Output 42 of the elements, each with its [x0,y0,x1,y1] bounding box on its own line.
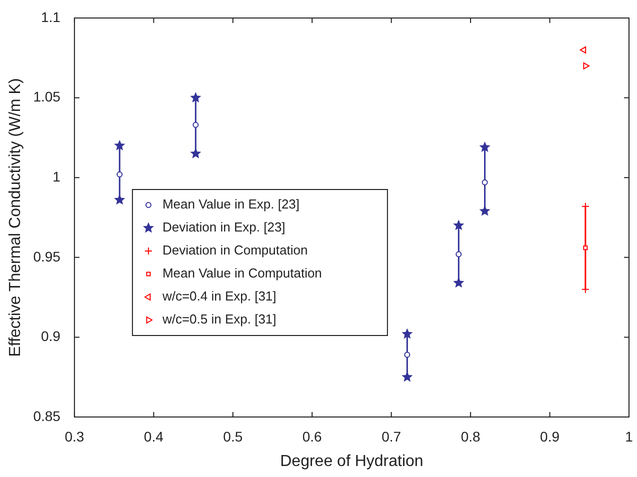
point [404,352,410,358]
point [402,329,412,338]
point [482,179,488,186]
y-axis-title: Effective Thermal Conductivity (W/m K) [7,78,24,357]
point [190,148,200,158]
x-tick-label: 1 [625,428,634,444]
legend-label: Mean Value in Exp. [23] [162,196,300,212]
y-tick-label: 0.85 [33,408,61,424]
point [114,194,124,204]
y-tick-label: 1.05 [33,88,61,105]
legend-label: Deviation in Computation [162,242,308,258]
x-tick-label: 0.3 [64,428,84,444]
x-tick-label: 0.8 [460,428,480,444]
x-tick-label: 0.9 [540,428,560,444]
point [581,285,590,294]
point [192,122,199,128]
x-tick-label: 0.4 [144,428,164,444]
point [583,246,588,250]
point [480,206,490,216]
point [583,62,590,70]
legend-label: Mean Value in Computation [162,266,322,281]
point [454,220,464,230]
y-tick-label: 1.1 [40,8,61,25]
x-tick-label: 0.5 [223,428,243,444]
y-tick-label: 0.9 [40,328,61,344]
point [581,202,590,210]
x-axis-title: Degree of Hydration [280,452,424,470]
point [402,372,412,382]
point [190,92,200,102]
legend-label: w/c=0.5 in Exp. [31] [161,312,276,327]
legend-label: Deviation in Exp. [23] [162,220,286,235]
point [580,46,586,54]
x-tick-label: 0.7 [382,428,402,444]
point [480,142,490,152]
y-tick-label: 1 [52,168,61,184]
point [116,171,123,178]
y-tick-label: 0.95 [33,248,61,264]
point [456,251,462,258]
point [454,278,464,288]
point [114,140,124,150]
legend-label: w/c=0.4 in Exp. [31] [161,288,276,304]
x-tick-label: 0.6 [302,428,322,444]
